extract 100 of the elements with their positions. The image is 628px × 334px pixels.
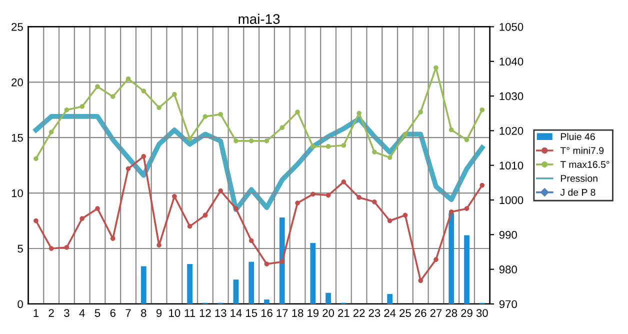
x-tick-label: 13 [215, 309, 226, 317]
x-tick-label: 14 [230, 309, 242, 317]
x-tick-label: 5 [94, 309, 100, 317]
y2-tick-label: 990 [499, 230, 517, 239]
y2-tick-label: 970 [499, 300, 517, 308]
x-tick-label: 22 [353, 309, 365, 317]
point [341, 180, 346, 184]
point [202, 212, 208, 218]
point [95, 206, 100, 212]
y-tick-label: 20 [12, 78, 23, 86]
point [264, 262, 270, 266]
x-tick-label: 4 [79, 309, 85, 317]
x-tick-label: 29 [461, 309, 472, 317]
point [295, 200, 300, 206]
y-tick-label: 25 [12, 22, 23, 31]
point [464, 206, 470, 212]
point [126, 76, 131, 82]
x-tick-label: 16 [261, 309, 272, 317]
point [464, 137, 470, 142]
point [341, 142, 346, 148]
point [141, 88, 146, 94]
point [48, 130, 54, 134]
x-tick-label: 9 [156, 309, 162, 317]
point [387, 218, 392, 224]
chart-title: mai-13 [238, 14, 280, 24]
x-tick-label: 1 [34, 309, 38, 317]
point [64, 107, 70, 112]
bar [248, 262, 254, 304]
x-tick-label: 7 [126, 309, 131, 317]
y2-tick-label: 1010 [500, 162, 524, 170]
point [387, 155, 392, 160]
bar [448, 213, 454, 304]
point [280, 125, 285, 130]
x-tick-label: 17 [276, 309, 288, 317]
point [326, 144, 331, 149]
point [187, 224, 192, 229]
y2-tick-label: 980 [499, 266, 517, 274]
y-tick-label: 15 [12, 134, 23, 142]
point [372, 150, 377, 154]
point [402, 212, 408, 218]
x-tick-label: 20 [322, 309, 334, 317]
x-tick-label: 24 [384, 309, 396, 317]
bar [233, 280, 239, 304]
point [310, 192, 316, 197]
point [80, 104, 85, 109]
point [434, 257, 438, 262]
bar [279, 217, 285, 304]
y-tick-label: 0 [18, 300, 23, 308]
bar [187, 264, 193, 304]
point [448, 209, 454, 214]
x-tick-label: 23 [368, 309, 380, 317]
x-tick-label: 18 [292, 309, 304, 317]
x-tick-label: 21 [338, 309, 350, 317]
x-tick-label: 15 [246, 309, 258, 317]
y2-tick-label: 1030 [500, 92, 524, 100]
bar [387, 294, 393, 304]
y-tick-label: 5 [18, 244, 23, 253]
x-tick-label: 6 [110, 309, 116, 317]
bar [326, 292, 331, 304]
point [448, 127, 454, 132]
bar [264, 300, 270, 304]
bar [464, 235, 470, 304]
line-series [34, 114, 485, 212]
point [187, 136, 192, 142]
point [126, 166, 131, 172]
x-tick-label: 11 [184, 309, 196, 317]
x-tick-label: 30 [476, 309, 488, 317]
point [418, 110, 424, 115]
point [326, 192, 331, 198]
point [156, 242, 162, 248]
x-tick-label: 19 [308, 309, 319, 317]
point [110, 94, 116, 100]
y2-tick-label: 1040 [500, 58, 524, 66]
point [264, 138, 270, 144]
point [356, 110, 362, 116]
point [280, 259, 285, 264]
point [402, 132, 408, 137]
legend-label: T max16.5° [560, 161, 610, 168]
y2-tick-label: 1050 [500, 22, 524, 31]
point [218, 188, 224, 194]
x-tick-label: 3 [64, 309, 70, 317]
y2-tick-label: 1020 [500, 126, 524, 135]
point [418, 278, 424, 284]
point [356, 195, 362, 200]
point [172, 194, 177, 199]
y2-tick-label: 1000 [500, 196, 524, 204]
x-tick-label: 26 [414, 309, 426, 317]
bar [140, 266, 146, 304]
point [248, 138, 254, 144]
legend-label: T° mini7.9 [560, 146, 604, 154]
x-tick-label: 8 [141, 309, 146, 317]
x-tick-label: 25 [400, 309, 411, 317]
point [310, 144, 316, 149]
x-tick-label: 2 [48, 309, 54, 317]
point [156, 105, 162, 110]
point [34, 218, 38, 224]
point [248, 238, 254, 244]
bar [310, 242, 316, 304]
x-tick-label: 12 [200, 309, 211, 317]
point [372, 199, 377, 204]
